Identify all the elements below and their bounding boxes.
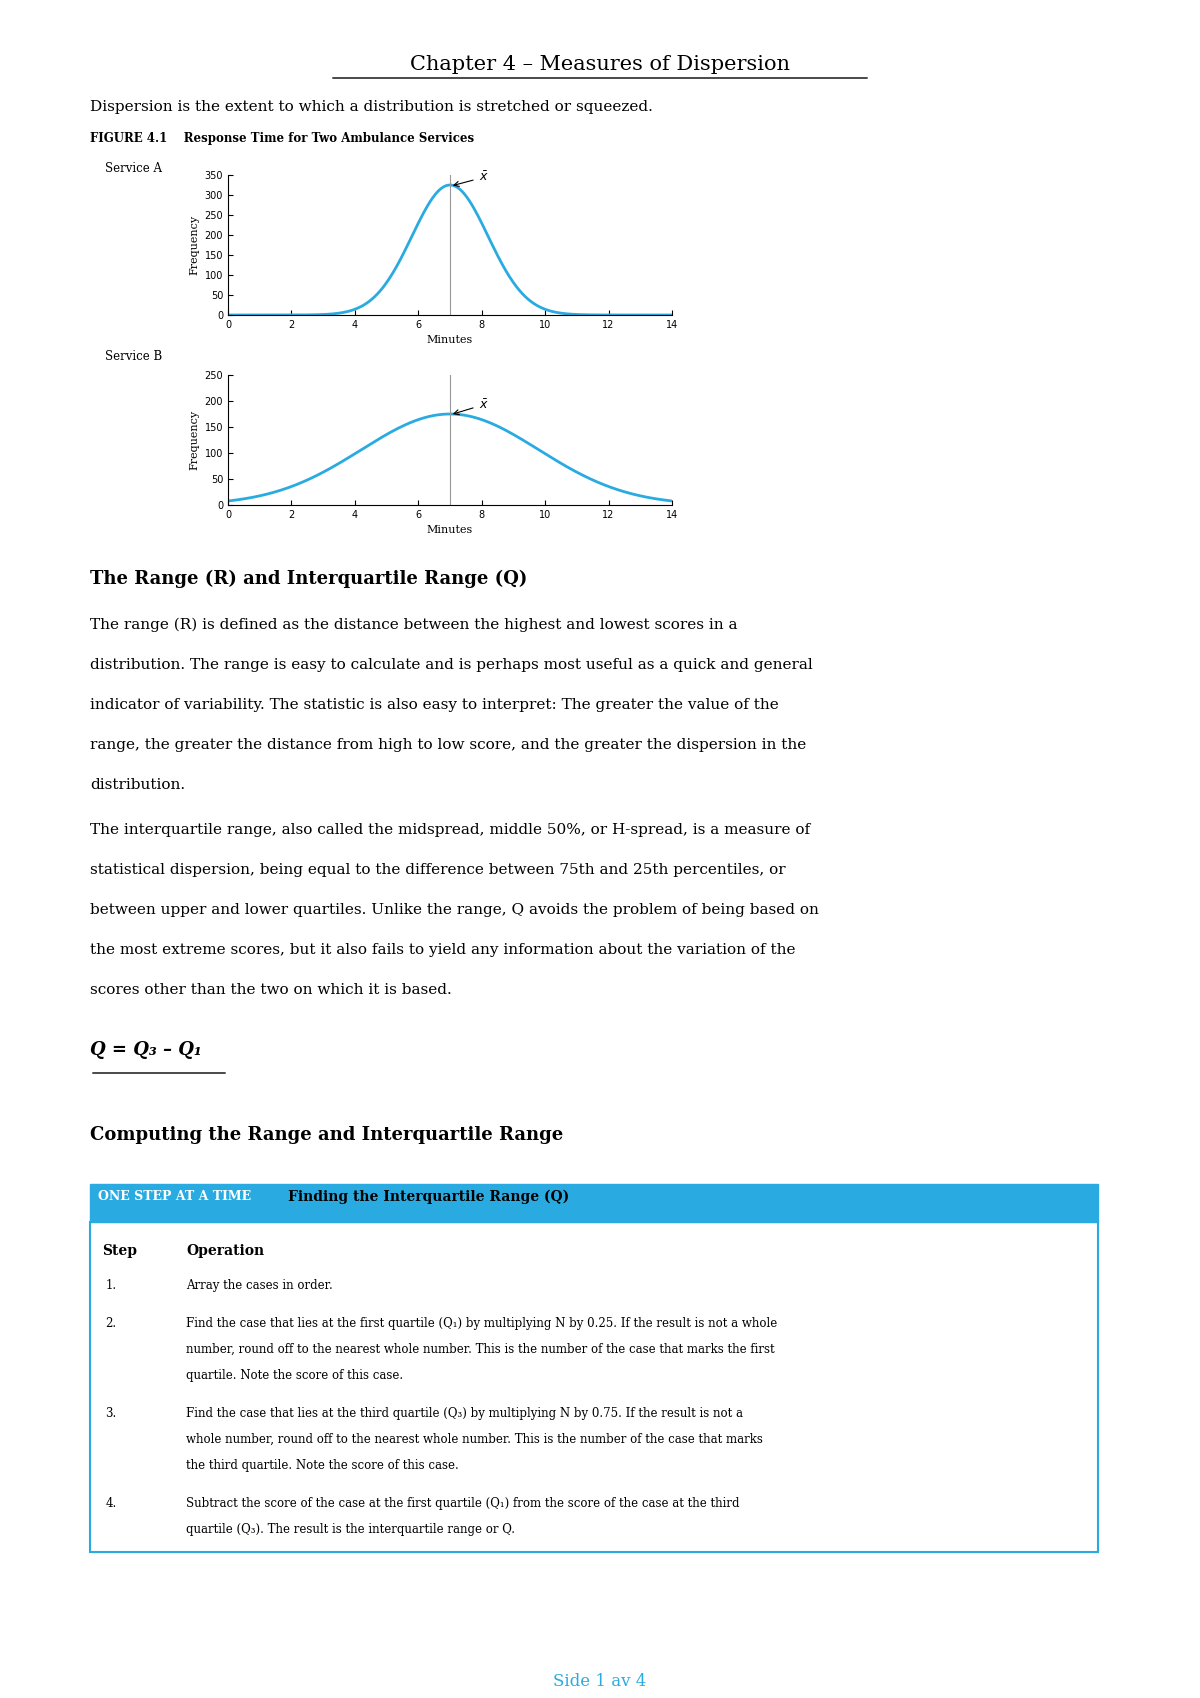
- Text: Find the case that lies at the first quartile (Q₁) by multiplying N by 0.25. If : Find the case that lies at the first qua…: [186, 1318, 778, 1330]
- Text: indicator of variability. The statistic is also easy to interpret: The greater t: indicator of variability. The statistic …: [90, 698, 779, 711]
- Text: Chapter 4 – Measures of Dispersion: Chapter 4 – Measures of Dispersion: [410, 54, 790, 75]
- Text: distribution.: distribution.: [90, 778, 185, 791]
- FancyBboxPatch shape: [90, 1184, 1098, 1223]
- Text: The Range (R) and Interquartile Range (Q): The Range (R) and Interquartile Range (Q…: [90, 571, 527, 588]
- Text: Side 1 av 4: Side 1 av 4: [553, 1673, 647, 1690]
- Text: Step: Step: [102, 1245, 137, 1258]
- Text: Subtract the score of the case at the first quartile (Q₁) from the score of the : Subtract the score of the case at the fi…: [186, 1498, 739, 1510]
- Text: Dispersion is the extent to which a distribution is stretched or squeezed.: Dispersion is the extent to which a dist…: [90, 100, 653, 114]
- Text: range, the greater the distance from high to low score, and the greater the disp: range, the greater the distance from hig…: [90, 739, 806, 752]
- Text: Service B: Service B: [104, 350, 162, 363]
- Text: 3.: 3.: [106, 1408, 116, 1420]
- Text: Find the case that lies at the third quartile (Q₃) by multiplying N by 0.75. If : Find the case that lies at the third qua…: [186, 1408, 743, 1420]
- Text: the third quartile. Note the score of this case.: the third quartile. Note the score of th…: [186, 1459, 458, 1472]
- Text: quartile. Note the score of this case.: quartile. Note the score of this case.: [186, 1369, 403, 1382]
- Text: The range (R) is defined as the distance between the highest and lowest scores i: The range (R) is defined as the distance…: [90, 618, 738, 632]
- Text: Array the cases in order.: Array the cases in order.: [186, 1279, 332, 1292]
- Text: distribution. The range is easy to calculate and is perhaps most useful as a qui: distribution. The range is easy to calcu…: [90, 659, 812, 672]
- Text: statistical dispersion, being equal to the difference between 75th and 25th perc: statistical dispersion, being equal to t…: [90, 863, 786, 876]
- Text: 1.: 1.: [106, 1279, 116, 1292]
- Y-axis label: Frequency: Frequency: [188, 409, 199, 470]
- Text: 4.: 4.: [106, 1498, 116, 1510]
- Text: 2.: 2.: [106, 1318, 116, 1330]
- X-axis label: Minutes: Minutes: [427, 525, 473, 535]
- X-axis label: Minutes: Minutes: [427, 336, 473, 345]
- Text: whole number, round off to the nearest whole number. This is the number of the c: whole number, round off to the nearest w…: [186, 1433, 763, 1447]
- Text: Computing the Range and Interquartile Range: Computing the Range and Interquartile Ra…: [90, 1126, 563, 1144]
- Text: FIGURE 4.1    Response Time for Two Ambulance Services: FIGURE 4.1 Response Time for Two Ambulan…: [90, 132, 474, 144]
- Text: $\bar{x}$: $\bar{x}$: [454, 397, 488, 414]
- Text: $\bar{x}$: $\bar{x}$: [454, 170, 488, 187]
- Text: the most extreme scores, but it also fails to yield any information about the va: the most extreme scores, but it also fai…: [90, 942, 796, 958]
- FancyBboxPatch shape: [90, 1223, 1098, 1552]
- Text: quartile (Q₃). The result is the interquartile range or Q.: quartile (Q₃). The result is the interqu…: [186, 1523, 515, 1537]
- Text: ONE STEP AT A TIME: ONE STEP AT A TIME: [98, 1190, 252, 1202]
- Text: scores other than the two on which it is based.: scores other than the two on which it is…: [90, 983, 451, 997]
- Text: Finding the Interquartile Range (Q): Finding the Interquartile Range (Q): [288, 1190, 569, 1204]
- Text: number, round off to the nearest whole number. This is the number of the case th: number, round off to the nearest whole n…: [186, 1343, 775, 1357]
- Text: Operation: Operation: [186, 1245, 264, 1258]
- Y-axis label: Frequency: Frequency: [188, 216, 199, 275]
- Text: Service A: Service A: [106, 161, 162, 175]
- Text: Q = Q₃ – Q₁: Q = Q₃ – Q₁: [90, 1041, 202, 1060]
- Text: between upper and lower quartiles. Unlike the range, Q avoids the problem of bei: between upper and lower quartiles. Unlik…: [90, 903, 818, 917]
- Text: The interquartile range, also called the midspread, middle 50%, or H-spread, is : The interquartile range, also called the…: [90, 824, 810, 837]
